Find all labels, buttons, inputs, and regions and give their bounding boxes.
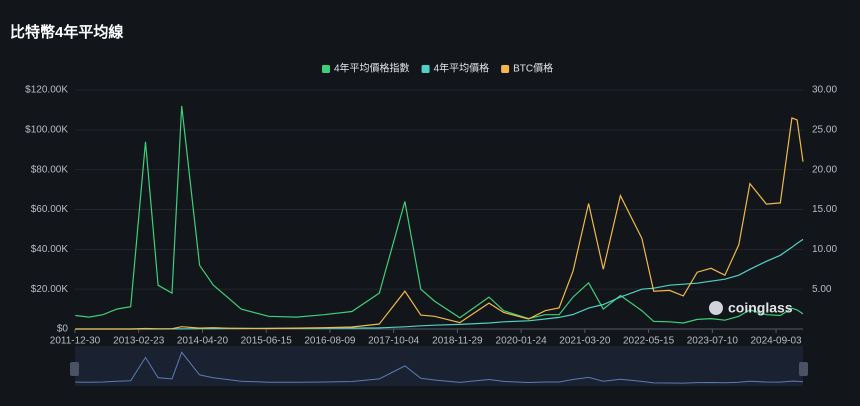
watermark-text: coinglass	[728, 300, 793, 316]
y2-tick-label: 30.00	[812, 85, 837, 96]
y2-tick-label: 25.00	[812, 124, 837, 135]
y-tick-label: $60.00K	[31, 204, 69, 215]
x-tick-label: 2014-04-20	[177, 336, 229, 347]
x-tick-label: 2018-11-29	[432, 336, 483, 347]
x-tick-label: 2011-12-30	[50, 336, 101, 347]
y-tick-label: $80.00K	[31, 164, 69, 175]
watermark-logo	[709, 301, 723, 315]
legend-item[interactable]: 4年平均價格	[421, 62, 490, 75]
x-tick-label: 2023-07-10	[687, 336, 739, 347]
x-tick-label: 2022-05-15	[623, 336, 675, 347]
series-line	[75, 105, 804, 324]
x-tick-label: 2024-09-03	[750, 336, 802, 347]
legend-swatch	[501, 65, 510, 73]
legend-swatch	[421, 65, 430, 73]
x-tick-label: 2021-03-20	[559, 336, 611, 347]
navigator	[75, 346, 803, 386]
y2-tick-label: 10.00	[812, 244, 837, 255]
x-tick-label: 2020-01-24	[496, 336, 548, 347]
y-tick-label: $20.00K	[31, 284, 69, 295]
watermark: coinglass	[709, 300, 793, 316]
x-tick-label: 2017-10-04	[368, 336, 420, 347]
series-line	[75, 238, 804, 330]
y-tick-label: $40.00K	[31, 244, 69, 255]
y2-tick-label: 20.00	[812, 164, 837, 175]
legend-swatch	[322, 65, 330, 73]
legend-label: 4年平均價格	[434, 62, 490, 75]
y2-tick-label: 5.00	[812, 284, 832, 295]
x-tick-label: 2013-02-23	[113, 336, 165, 347]
y-tick-label: $100.00K	[25, 124, 68, 135]
legend-label: BTC價格	[513, 62, 553, 75]
navigator-line	[75, 351, 804, 384]
y-tick-label: $120.00K	[25, 85, 68, 96]
series-line	[75, 117, 804, 330]
chart-title: 比特幣4年平均線	[10, 23, 123, 41]
legend-label: 4年平均價格指數	[334, 62, 410, 75]
navigator-handle[interactable]	[70, 362, 79, 376]
y2-tick-label: 15.00	[812, 204, 837, 215]
legend-item[interactable]: 4年平均價格指數	[322, 62, 410, 75]
x-tick-label: 2015-06-15	[241, 336, 293, 347]
navigator-handle[interactable]	[799, 362, 808, 376]
x-tick-label: 2016-08-09	[304, 336, 356, 347]
y-tick-label: $0	[57, 324, 69, 335]
legend-item[interactable]: BTC價格	[501, 62, 553, 75]
